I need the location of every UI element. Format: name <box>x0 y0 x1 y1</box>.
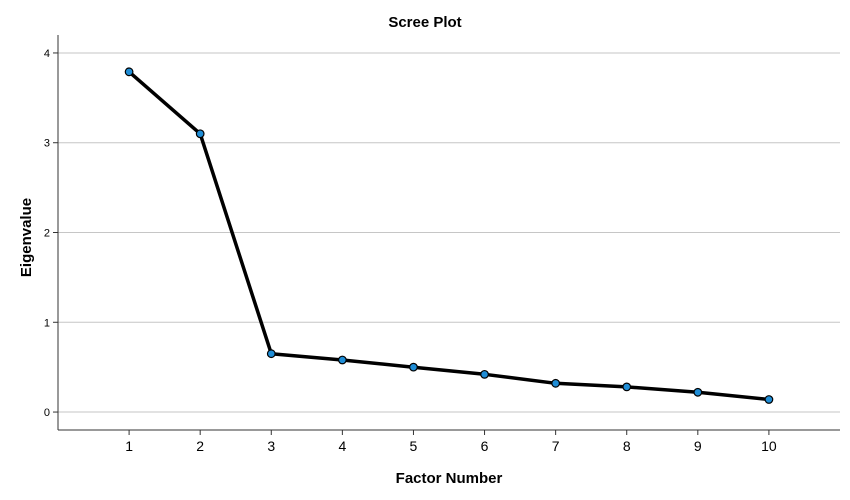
eigenvalue-series <box>127 70 770 402</box>
data-point <box>764 395 774 404</box>
x-tick-label: 10 <box>761 438 777 454</box>
x-tick-label: 9 <box>694 438 702 454</box>
x-tick-label: 1 <box>125 438 133 454</box>
x-tick-label: 2 <box>196 438 204 454</box>
eigenvalue-line <box>127 70 770 402</box>
y-tick-label: 1 <box>44 317 50 329</box>
y-tick-labels: 0 1 2 3 4 <box>44 48 58 419</box>
data-point <box>266 349 276 359</box>
data-point <box>124 67 134 77</box>
x-tick-label: 4 <box>338 438 346 454</box>
x-tick-label: 7 <box>552 438 560 454</box>
x-tick-label: 3 <box>267 438 275 454</box>
x-tick-labels: 1 2 3 4 5 6 7 8 9 10 <box>125 430 777 454</box>
y-tick-label: 4 <box>44 48 50 60</box>
data-point <box>693 387 703 397</box>
x-tick-label: 6 <box>481 438 489 454</box>
y-axis-title: Eigenvalue <box>18 198 35 277</box>
y-tick-label: 3 <box>44 138 50 150</box>
x-axis-title: Factor Number <box>396 470 503 487</box>
data-point <box>409 362 418 372</box>
data-point <box>551 378 561 388</box>
eigenvalue-markers <box>124 67 774 404</box>
data-point <box>337 355 347 365</box>
chart-title: Scree Plot <box>388 14 461 31</box>
y-tick-label: 0 <box>44 407 50 419</box>
x-tick-label: 5 <box>410 438 418 454</box>
data-point <box>622 382 632 392</box>
data-point <box>480 369 489 379</box>
y-tick-label: 2 <box>44 228 50 240</box>
x-tick-label: 8 <box>623 438 631 454</box>
data-point <box>195 129 205 139</box>
gridlines <box>58 52 840 413</box>
